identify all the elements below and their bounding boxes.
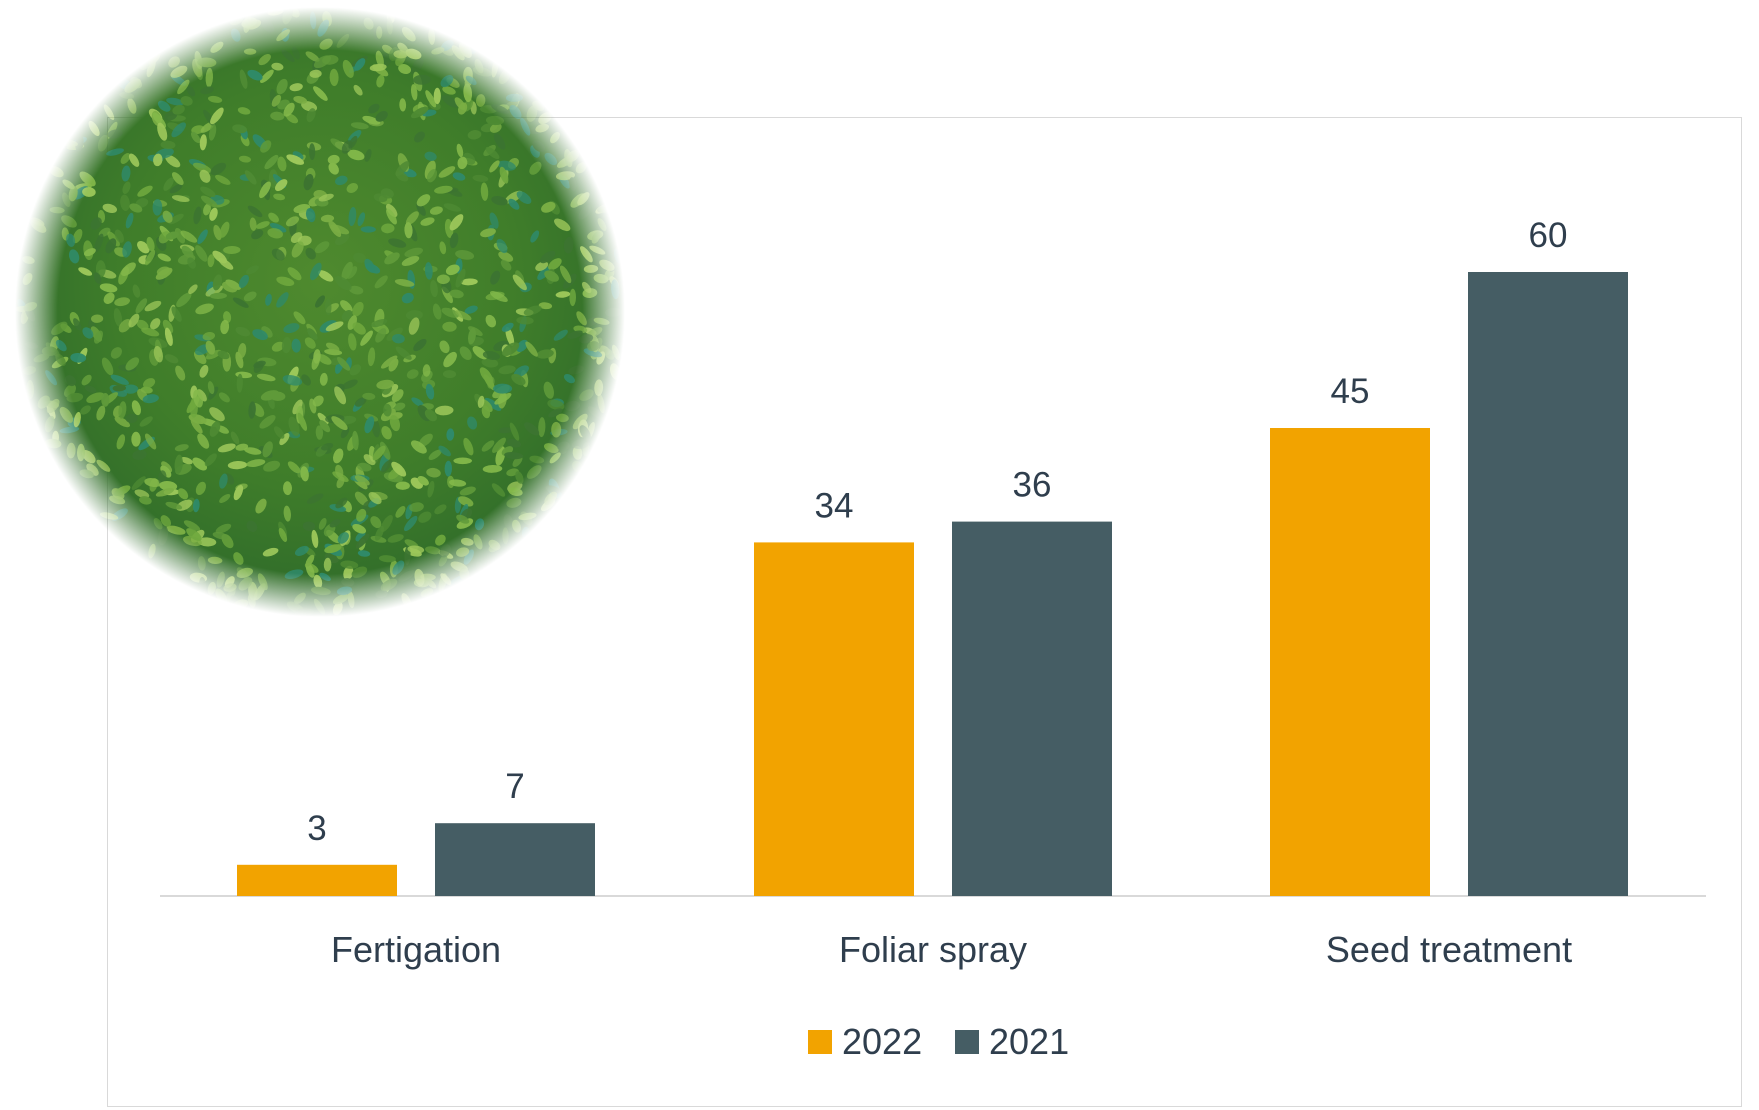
legend: 2022 2021 [808, 1021, 1069, 1062]
legend-label-2022: 2022 [842, 1021, 922, 1062]
bar-2022-foliar-spray [754, 542, 914, 896]
x-tick-label-foliar-spray: Foliar spray [839, 929, 1027, 970]
bar-2022-seed-treatment [1270, 428, 1430, 896]
x-tick-label-seed-treatment: Seed treatment [1326, 929, 1572, 970]
data-label-2022-fertigation: 3 [307, 809, 326, 848]
bar-2022-fertigation [237, 864, 397, 896]
data-label-2021-foliar-spray: 36 [1013, 466, 1052, 505]
data-label-2021-seed-treatment: 60 [1529, 216, 1568, 255]
data-label-2022-seed-treatment: 45 [1331, 372, 1370, 411]
bar-2021-fertigation [435, 823, 595, 896]
legend-swatch-2022 [808, 1030, 832, 1054]
bar-2021-seed-treatment [1468, 272, 1628, 896]
x-tick-labels: Fertigation Foliar spray Seed treatment [331, 929, 1572, 970]
data-label-2022-foliar-spray: 34 [815, 486, 854, 525]
data-label-2021-fertigation: 7 [505, 767, 524, 806]
seed-photo [15, 5, 625, 617]
legend-swatch-2021 [955, 1030, 979, 1054]
data-labels-layer: 3 7 34 36 45 60 [307, 216, 1567, 848]
bars-layer [237, 272, 1628, 896]
x-tick-label-fertigation: Fertigation [331, 929, 501, 970]
bar-2021-foliar-spray [952, 521, 1112, 896]
legend-label-2021: 2021 [989, 1021, 1069, 1062]
